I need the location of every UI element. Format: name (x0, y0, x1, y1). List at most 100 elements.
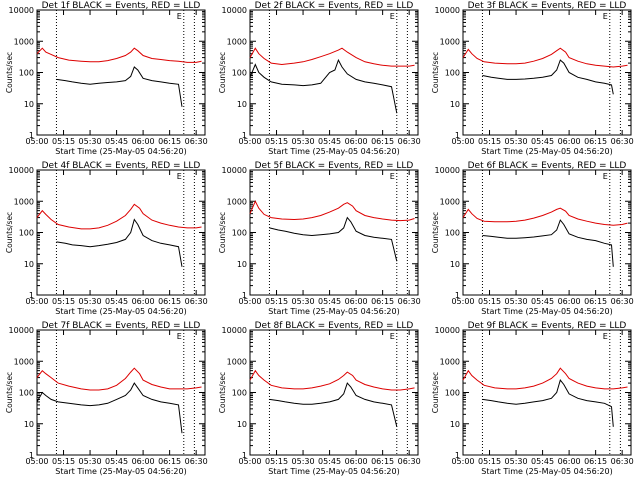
y-tick-label: 10000 (435, 166, 460, 175)
y-tick-label: 100 (19, 389, 34, 398)
x-tick-label: 05:00 (451, 137, 474, 146)
x-tick-label: 05:00 (238, 457, 261, 466)
y-tick-label: 10000 (435, 6, 460, 15)
series-lld-line (36, 367, 202, 391)
y-axis-label: Counts/sec (218, 372, 227, 413)
y-tick-label: 10 (24, 100, 34, 109)
x-tick-label: 06:15 (158, 137, 181, 146)
y-tick-label: 1000 (227, 37, 247, 46)
x-tick-label: 06:15 (371, 457, 394, 466)
x-tick-label: 05:30 (79, 457, 102, 466)
y-tick-label: 100 (19, 69, 34, 78)
y-tick-label: 10000 (222, 166, 247, 175)
x-tick-label: 06:00 (132, 297, 155, 306)
y-tick-label: 10000 (9, 6, 34, 15)
event-marker-label: E (603, 12, 608, 21)
event-marker-label: E (390, 12, 395, 21)
y-axis-label: Counts/sec (431, 52, 440, 93)
x-axis-label: Start Time (25-May-05 04:56:20) (55, 307, 186, 316)
x-axis-label: Start Time (25-May-05 04:56:20) (481, 307, 612, 316)
x-tick-label: 05:15 (52, 297, 75, 306)
x-tick-label: 05:30 (79, 137, 102, 146)
x-axis-label: Start Time (25-May-05 04:56:20) (481, 147, 612, 156)
y-tick-label: 100 (445, 229, 460, 238)
x-tick-label: 06:30 (611, 297, 634, 306)
x-tick-label: 05:15 (265, 297, 288, 306)
x-tick-label: 06:30 (398, 457, 421, 466)
x-tick-label: 06:30 (185, 457, 208, 466)
x-axis-label: Start Time (25-May-05 04:56:20) (268, 467, 399, 476)
y-tick-label: 10 (24, 420, 34, 429)
y-tick-label: 1 (242, 131, 247, 140)
x-tick-label: 06:15 (371, 137, 394, 146)
x-tick-label: 05:15 (265, 457, 288, 466)
plot-frame (249, 9, 419, 136)
y-tick-label: 10 (237, 260, 247, 269)
y-tick-label: 1000 (227, 357, 247, 366)
x-tick-label: 06:15 (371, 297, 394, 306)
x-tick-label: 06:00 (345, 297, 368, 306)
x-tick-label: 06:15 (584, 457, 607, 466)
x-tick-label: 06:15 (158, 297, 181, 306)
x-tick-label: 05:00 (451, 297, 474, 306)
plot-frame (249, 329, 419, 456)
y-tick-label: 1 (242, 291, 247, 300)
y-axis-label: Counts/sec (218, 52, 227, 93)
x-tick-label: 06:00 (558, 137, 581, 146)
y-tick-label: 10 (24, 260, 34, 269)
x-tick-label: 05:30 (292, 137, 315, 146)
x-tick-label: 06:15 (584, 297, 607, 306)
chart-title: Det 9f BLACK = Events, RED = LLD (468, 321, 627, 331)
y-tick-label: 100 (232, 229, 247, 238)
y-tick-label: 1 (455, 451, 460, 460)
y-tick-label: 10 (450, 420, 460, 429)
series-events-line (482, 59, 614, 95)
y-tick-label: 10 (450, 260, 460, 269)
y-axis-label: Counts/sec (5, 52, 14, 93)
series-lld-line (462, 207, 628, 226)
event-marker-label: E (177, 332, 182, 341)
x-tick-label: 06:00 (132, 137, 155, 146)
x-tick-label: 05:00 (451, 457, 474, 466)
y-tick-label: 1 (29, 291, 34, 300)
chart-title: Det 8f BLACK = Events, RED = LLD (255, 321, 414, 331)
x-tick-label: 05:00 (238, 137, 261, 146)
x-tick-label: 05:45 (318, 297, 341, 306)
series-events-line (269, 382, 398, 427)
y-tick-label: 10000 (9, 166, 34, 175)
y-tick-label: 1 (29, 451, 34, 460)
event-marker-label: E (390, 332, 395, 341)
event-marker-label: E (603, 172, 608, 181)
y-tick-label: 100 (445, 69, 460, 78)
x-tick-label: 05:30 (292, 457, 315, 466)
y-tick-label: 1000 (440, 197, 460, 206)
plot-frame (249, 169, 419, 296)
y-tick-label: 100 (232, 389, 247, 398)
plot-frame (36, 169, 206, 296)
y-tick-label: 1 (29, 131, 34, 140)
series-lld-line (462, 367, 628, 390)
x-tick-label: 05:30 (79, 297, 102, 306)
chart-title: Det 2f BLACK = Events, RED = LLD (255, 1, 414, 11)
x-axis-label: Start Time (25-May-05 04:56:20) (55, 467, 186, 476)
series-events-line (36, 382, 183, 434)
x-tick-label: 05:45 (105, 297, 128, 306)
x-tick-label: 05:15 (265, 137, 288, 146)
chart-title: Det 7f BLACK = Events, RED = LLD (42, 321, 201, 331)
y-tick-label: 10 (450, 100, 460, 109)
y-tick-label: 100 (232, 69, 247, 78)
y-tick-label: 1 (455, 131, 460, 140)
x-tick-label: 06:30 (611, 457, 634, 466)
x-tick-label: 06:30 (398, 297, 421, 306)
series-events-line (269, 216, 398, 262)
x-axis-label: Start Time (25-May-05 04:56:20) (481, 467, 612, 476)
event-marker-label: E (603, 332, 608, 341)
y-tick-label: 1 (455, 291, 460, 300)
x-axis-label: Start Time (25-May-05 04:56:20) (268, 307, 399, 316)
series-events-line (56, 66, 183, 107)
